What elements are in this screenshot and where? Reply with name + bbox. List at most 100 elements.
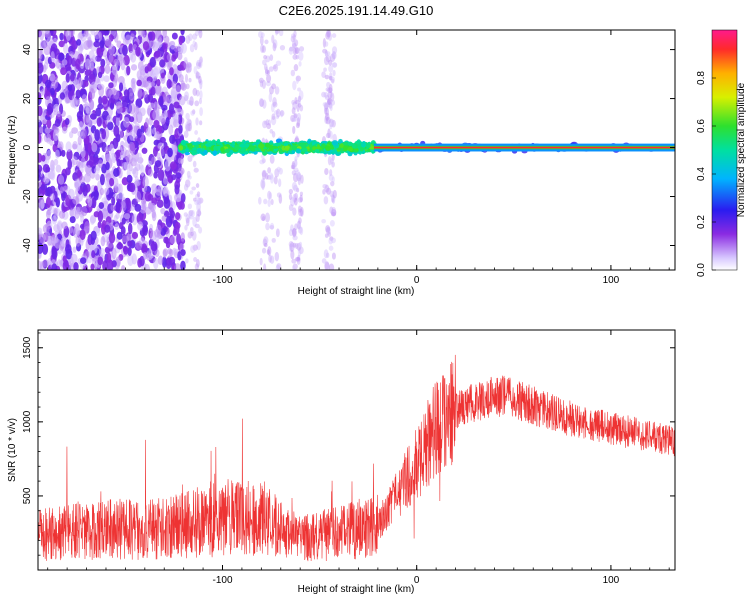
spectrogram-cell [185, 83, 190, 90]
spectrogram-cell [59, 92, 66, 100]
spectrogram-cell [76, 160, 81, 168]
spectrogram-cell [328, 59, 333, 66]
spectrogram-cell [329, 75, 333, 81]
spectrogram-cell [45, 196, 52, 209]
spectrogram-cell [93, 211, 100, 218]
spectrogram-cell [324, 262, 330, 270]
spectrogram-cell [331, 78, 335, 84]
spectrogram-cell [65, 141, 72, 152]
spectrogram-cell [183, 57, 188, 63]
spectrogram-cell [292, 172, 299, 183]
snr-frame [37, 329, 676, 571]
spectrogram-cell [44, 79, 52, 89]
spectrogram-cell [105, 161, 110, 171]
spectrogram-cell [153, 257, 159, 270]
spectrogram-cell [122, 116, 130, 128]
spectrogram-cell [259, 35, 264, 46]
spectrogram-cell [330, 212, 337, 217]
spectrogram-cell [152, 109, 160, 121]
spectrogram-cell [188, 210, 192, 219]
spectrogram-cell [264, 142, 271, 148]
spectrogram-cell [292, 207, 297, 216]
spectrogram-cell [275, 60, 282, 66]
spectrogram-cell [224, 148, 230, 154]
spectrogram-cell [292, 113, 297, 122]
spectrogram-cell [113, 167, 120, 178]
spectrogram-cell [183, 212, 188, 217]
spectrogram-cell [77, 32, 83, 41]
spectrogram-cell [73, 262, 79, 270]
spectrogram-cell [276, 166, 281, 173]
spectrogram-cell [290, 35, 296, 43]
spectrogram-cell [295, 54, 300, 60]
y-tick-label: -20 [22, 189, 33, 204]
spectrogram-cell [288, 229, 294, 237]
spectrogram-cell [134, 203, 142, 212]
spectrogram-cell [82, 114, 88, 123]
spectrogram-cell [329, 206, 334, 214]
spectrogram-cell [289, 243, 293, 252]
spectrogram-cell [296, 172, 302, 182]
spectrogram-cell [187, 33, 193, 41]
spectrogram-cell [325, 55, 331, 63]
spectrogram-frame [37, 29, 676, 271]
spectrogram-cell [96, 47, 101, 56]
spectrogram-cell [167, 248, 172, 255]
spectrogram-cell [191, 149, 196, 156]
spectrogram-cell [301, 147, 308, 153]
spectrogram-cell [271, 83, 277, 90]
spectrogram-cell [123, 89, 130, 98]
spectrogram-cell [330, 180, 335, 187]
spectrogram-cell [330, 76, 335, 83]
spectrogram-y-ticks: -40 -20 0 20 40 [22, 44, 675, 253]
spectrogram-x-ticks: -100 0 100 [47, 30, 670, 286]
spectrogram-cell [40, 183, 46, 191]
spectrogram-cell [260, 213, 266, 221]
spectrogram-cell [159, 95, 164, 108]
spectrogram-cell [192, 216, 197, 227]
spectrogram-cell [98, 159, 103, 169]
spectrogram-cell [59, 32, 64, 41]
spectrogram-cell [331, 153, 335, 162]
spectrogram-cell [121, 235, 128, 243]
spectrogram-cell [277, 142, 282, 146]
spectrogram-cell [104, 146, 110, 154]
spectrogram-cell [84, 75, 89, 83]
spectrogram-cell [297, 103, 302, 108]
spectrogram-cell [365, 142, 371, 149]
spectrogram-cell [169, 134, 176, 145]
spectrogram-cell [268, 66, 274, 72]
spectrogram-cell [297, 247, 302, 257]
spectrogram-cell [80, 257, 87, 264]
spectrogram-cell [295, 135, 299, 144]
spectrogram-cell [137, 30, 145, 37]
spectrogram-cell [279, 110, 285, 117]
spectrogram-cell [165, 215, 173, 228]
spectrogram-cell [115, 116, 121, 127]
spectrogram-cell [168, 124, 174, 136]
spectrogram-line-core [373, 146, 675, 149]
spectrogram-cell [163, 91, 170, 103]
spectrogram-cell [65, 73, 70, 83]
spectrogram-cell [127, 246, 132, 257]
spectrogram-cell [193, 66, 198, 75]
spectrogram-cell [198, 58, 203, 69]
spectrogram-cell [142, 90, 148, 98]
y-tick-label: 40 [22, 44, 33, 56]
spectrogram-cell [185, 217, 190, 227]
spectrogram-cell [264, 39, 269, 45]
spectrogram-cell [39, 30, 45, 41]
spectrogram-cell [291, 107, 296, 115]
spectrogram-cell [42, 243, 49, 255]
spectrogram-cell [294, 242, 299, 249]
spectrogram-cell [120, 226, 126, 235]
spectrogram-cell [168, 207, 174, 214]
spectrogram-cell [192, 244, 198, 251]
spectrogram-cell [151, 211, 157, 222]
spectrogram-cell [327, 98, 332, 106]
spectrogram-cell [267, 167, 272, 174]
spectrogram-cell [270, 115, 277, 126]
spectrogram-cell [172, 228, 178, 236]
spectrogram-cell [140, 164, 145, 177]
spectrogram-cell [288, 204, 294, 212]
